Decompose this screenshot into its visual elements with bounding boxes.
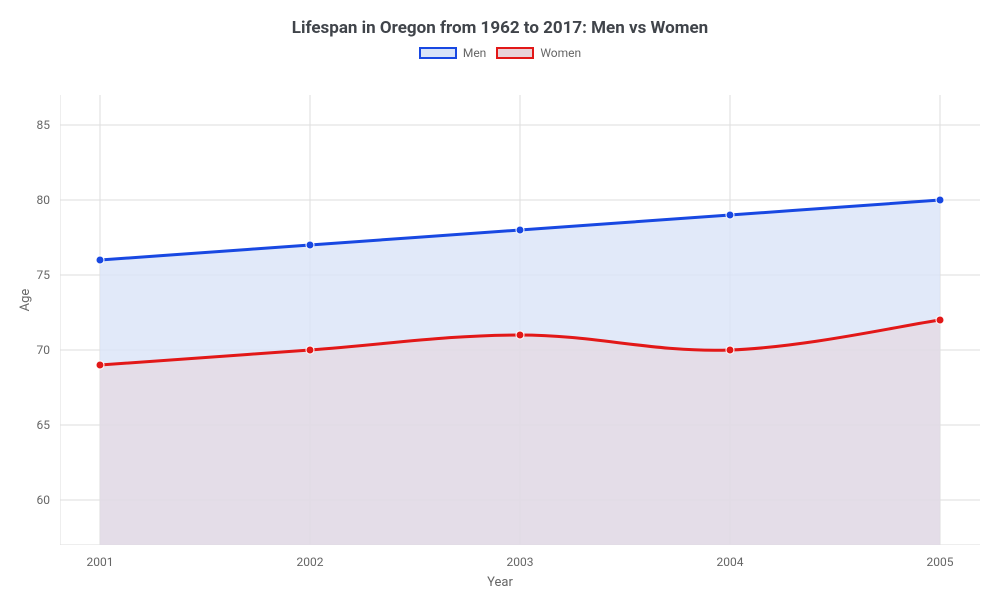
legend-label-women: Women xyxy=(540,46,581,60)
data-point-women[interactable] xyxy=(516,331,524,339)
legend-label-men: Men xyxy=(463,46,486,60)
x-tick-label: 2002 xyxy=(297,555,324,569)
x-tick-label: 2005 xyxy=(927,555,954,569)
chart-svg xyxy=(60,95,980,545)
legend-item-men[interactable]: Men xyxy=(419,46,486,60)
data-point-women[interactable] xyxy=(96,361,104,369)
y-tick-label: 75 xyxy=(37,268,51,282)
y-tick-label: 60 xyxy=(37,493,51,507)
legend-swatch-women xyxy=(496,47,534,59)
data-point-men[interactable] xyxy=(96,256,104,264)
y-tick-label: 70 xyxy=(37,343,51,357)
y-tick-label: 85 xyxy=(37,118,51,132)
legend-item-women[interactable]: Women xyxy=(496,46,581,60)
legend: Men Women xyxy=(0,46,1000,70)
data-point-women[interactable] xyxy=(936,316,944,324)
y-tick-label: 65 xyxy=(37,418,51,432)
y-tick-label: 80 xyxy=(37,193,51,207)
data-point-men[interactable] xyxy=(306,241,314,249)
x-tick-label: 2003 xyxy=(507,555,534,569)
legend-swatch-men xyxy=(419,47,457,59)
data-point-women[interactable] xyxy=(726,346,734,354)
data-point-women[interactable] xyxy=(306,346,314,354)
chart-title: Lifespan in Oregon from 1962 to 2017: Me… xyxy=(0,0,1000,46)
data-point-men[interactable] xyxy=(726,211,734,219)
x-axis-label: Year xyxy=(487,575,513,590)
data-point-men[interactable] xyxy=(936,196,944,204)
plot-area: 60657075808520012002200320042005 xyxy=(60,95,980,545)
chart-container: Lifespan in Oregon from 1962 to 2017: Me… xyxy=(0,0,1000,600)
data-point-men[interactable] xyxy=(516,226,524,234)
x-tick-label: 2001 xyxy=(87,555,114,569)
y-axis-label: Age xyxy=(18,289,33,312)
x-tick-label: 2004 xyxy=(717,555,744,569)
